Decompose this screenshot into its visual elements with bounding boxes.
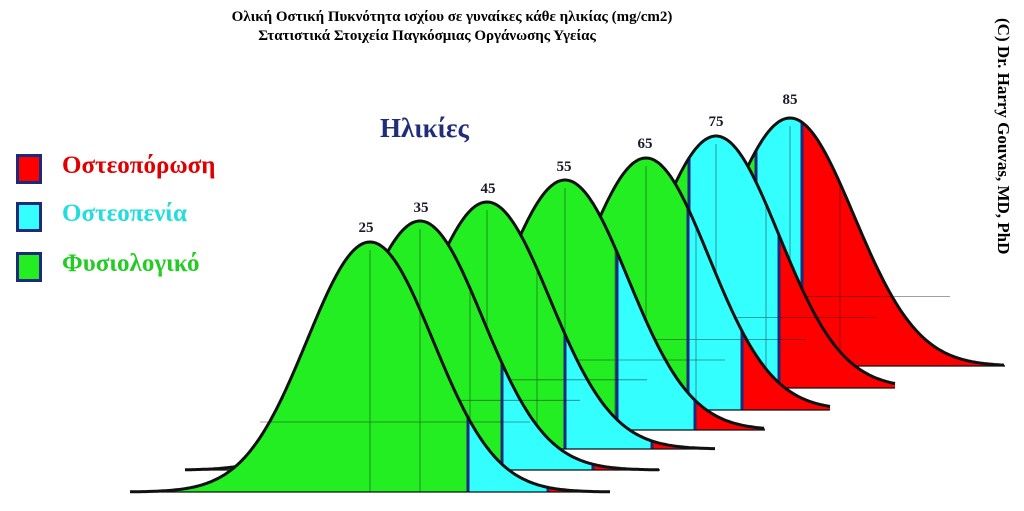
osteopenia-swatch (16, 202, 42, 232)
age-label-35: 35 (414, 200, 429, 216)
diagram-title: Ολική Οστική Πυκνότητα ισχίου σε γυναίκε… (0, 8, 1024, 46)
ages-heading: Ηλικίες (380, 113, 469, 143)
osteopenia-area-55 (617, 252, 695, 430)
osteoporosis-label: Οστεοπόρωση (62, 152, 216, 179)
osteopenia-area-65 (688, 208, 742, 410)
osteoporosis-area-85 (802, 122, 1005, 366)
curve-grid-25 (260, 250, 530, 492)
age-label-25: 25 (359, 220, 374, 236)
osteopenia-label: Οστεοπενία (62, 200, 187, 227)
osteoporosis-area-55 (695, 400, 765, 430)
copyright-credit: (C) Dr. Harry Gouvas, MD, PhD (994, 18, 1013, 255)
age-labels: 85 75 65 55 45 35 25 (359, 92, 798, 236)
osteoporosis-area-65 (742, 331, 830, 410)
curve-age-25 (130, 240, 610, 494)
osteopenia-area-45 (565, 334, 652, 449)
normal-swatch (16, 252, 42, 282)
osteopenia-area-35 (502, 363, 593, 470)
curve-outline-25 (130, 240, 610, 494)
osteopenia-area-25 (468, 417, 548, 492)
osteoporosis-swatch (16, 154, 42, 184)
normal-area-25 (130, 242, 468, 492)
distribution-curves (130, 116, 1005, 494)
osteoporosis-area-45 (652, 441, 715, 449)
title-line-2: Στατιστικά Στοιχεία Παγκόσμιας Οργάνωσης… (258, 28, 596, 44)
age-label-75: 75 (709, 114, 724, 130)
normal-label: Φυσιολογικό (62, 250, 200, 277)
age-label-85: 85 (783, 92, 798, 108)
age-label-45: 45 (481, 181, 496, 197)
osteoporosis-area-75 (779, 235, 895, 388)
title-line-1: Ολική Οστική Πυκνότητα ισχίου σε γυναίκε… (231, 9, 673, 25)
age-label-55: 55 (557, 159, 572, 175)
age-label-65: 65 (638, 136, 653, 152)
